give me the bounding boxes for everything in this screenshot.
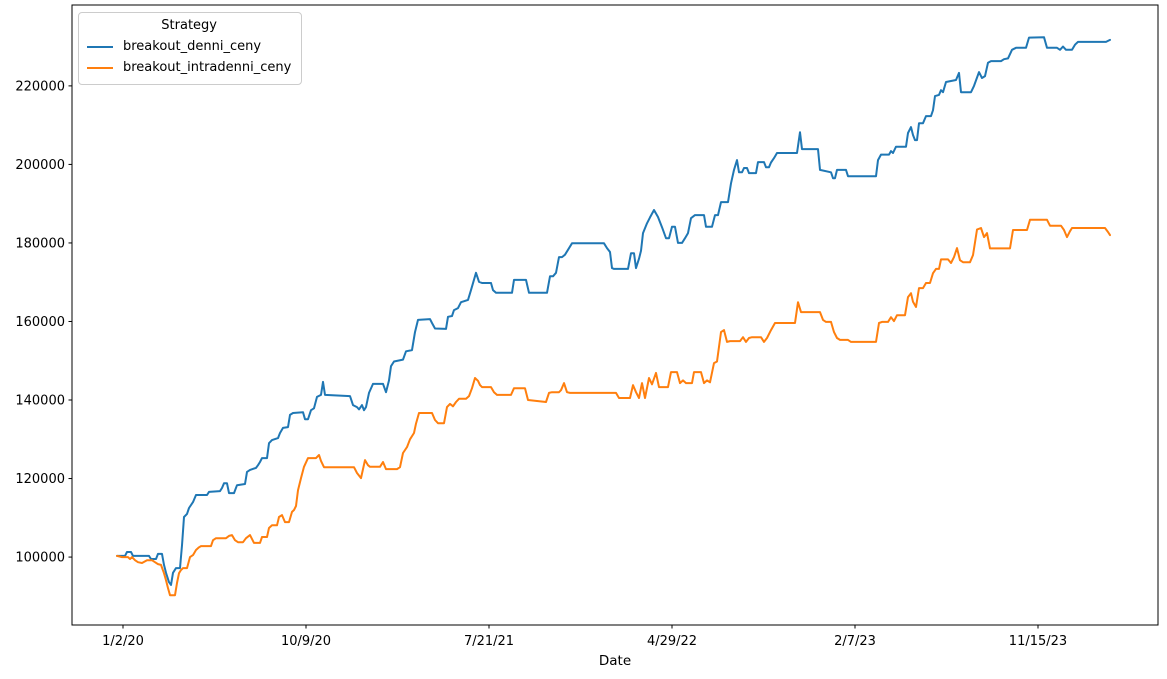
plot-border <box>71 4 1159 626</box>
legend-item-breakout-denni-ceny: breakout_denni_ceny <box>87 36 291 57</box>
legend-line-swatch-orange <box>87 66 113 69</box>
y-tick-label: 200000 <box>15 158 65 173</box>
y-tick-label: 120000 <box>15 472 65 487</box>
legend-item-label: breakout_intradenni_ceny <box>123 60 292 75</box>
x-axis-title: Date <box>598 653 632 669</box>
legend: Strategy breakout_denni_ceny breakout_in… <box>78 12 303 85</box>
legend-item-label: breakout_denni_ceny <box>123 39 262 54</box>
x-tick-label: 10/9/20 <box>281 634 331 649</box>
x-tick-label: 7/21/21 <box>464 634 514 649</box>
series-line-breakout-intradenni-ceny <box>116 218 1111 597</box>
x-tick-label: 4/29/22 <box>647 634 697 649</box>
legend-item-breakout-intradenni-ceny: breakout_intradenni_ceny <box>87 57 291 78</box>
x-tick-label: 11/15/23 <box>1009 634 1067 649</box>
y-tick-label: 100000 <box>15 551 65 566</box>
legend-line-swatch-blue <box>87 45 113 48</box>
legend-title: Strategy <box>161 18 217 33</box>
y-tick-label: 180000 <box>15 236 65 251</box>
y-tick-label: 220000 <box>15 79 65 94</box>
series-line-breakout-denni-ceny <box>116 36 1111 586</box>
x-tick-label: 2/7/23 <box>834 634 876 649</box>
x-tick-label: 1/2/20 <box>102 634 144 649</box>
y-tick-label: 140000 <box>15 394 65 409</box>
y-tick-label: 160000 <box>15 315 65 330</box>
